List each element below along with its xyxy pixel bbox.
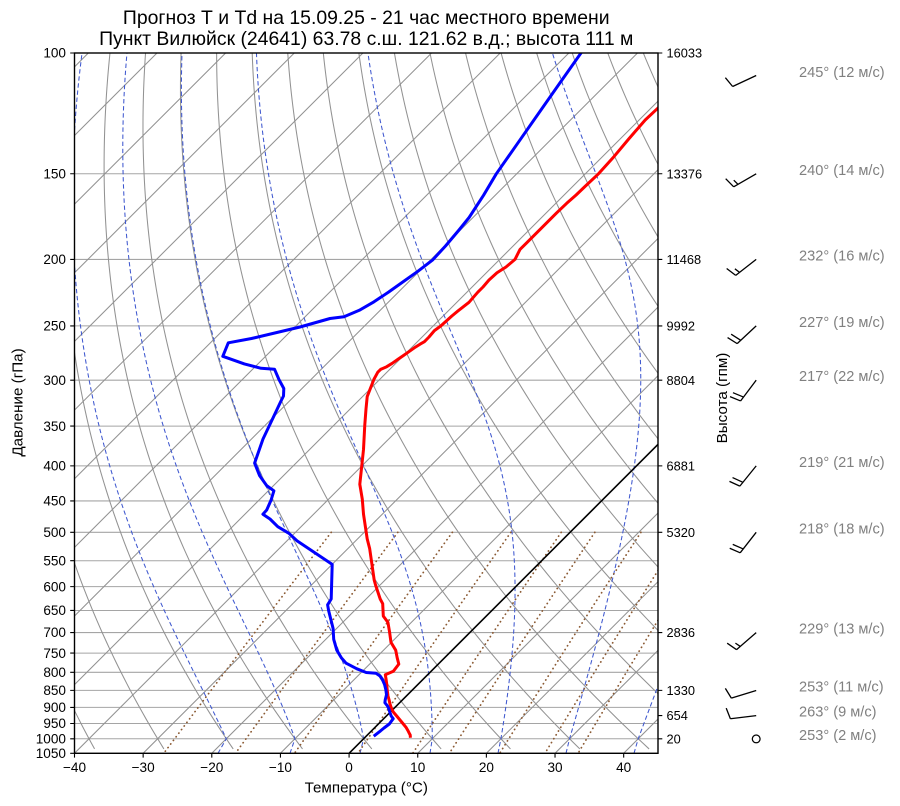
svg-text:245° (12 м/с): 245° (12 м/с) <box>799 65 885 81</box>
svg-text:30: 30 <box>547 760 563 775</box>
svg-text:2836: 2836 <box>667 625 695 640</box>
svg-text:0: 0 <box>345 760 353 775</box>
svg-text:10: 10 <box>410 760 426 775</box>
svg-text:850: 850 <box>43 683 66 698</box>
svg-text:650: 650 <box>43 603 66 618</box>
svg-text:300: 300 <box>43 373 66 388</box>
svg-text:253° (2 м/с): 253° (2 м/с) <box>799 728 877 744</box>
svg-text:Пункт Вилюйск (24641) 63.78 с.: Пункт Вилюйск (24641) 63.78 с.ш. 121.62 … <box>99 28 633 50</box>
svg-text:40: 40 <box>616 760 632 775</box>
svg-text:700: 700 <box>43 625 66 640</box>
svg-text:Прогноз Т и Td на 15.09.25 - 2: Прогноз Т и Td на 15.09.25 - 21 час мест… <box>123 7 610 29</box>
svg-text:232° (16 м/с): 232° (16 м/с) <box>799 248 885 264</box>
svg-text:100: 100 <box>43 46 66 61</box>
svg-text:8804: 8804 <box>667 373 695 388</box>
svg-text:450: 450 <box>43 494 66 509</box>
svg-text:150: 150 <box>43 166 66 181</box>
svg-text:9992: 9992 <box>667 318 695 333</box>
svg-text:250: 250 <box>43 319 66 334</box>
svg-text:−20: −20 <box>200 760 223 775</box>
svg-text:253° (11 м/с): 253° (11 м/с) <box>799 680 884 696</box>
svg-text:11468: 11468 <box>667 252 702 267</box>
svg-text:200: 200 <box>43 252 66 267</box>
svg-text:20: 20 <box>479 760 495 775</box>
svg-text:5320: 5320 <box>667 525 695 540</box>
svg-text:229° (13 м/с): 229° (13 м/с) <box>799 622 885 638</box>
svg-text:500: 500 <box>43 525 66 540</box>
svg-text:350: 350 <box>43 419 66 434</box>
svg-text:600: 600 <box>43 579 66 594</box>
svg-text:900: 900 <box>43 700 66 715</box>
svg-text:218° (18 м/с): 218° (18 м/с) <box>799 521 885 537</box>
svg-text:750: 750 <box>43 646 66 661</box>
svg-text:219° (21 м/с): 219° (21 м/с) <box>799 455 885 471</box>
svg-text:20: 20 <box>667 731 681 746</box>
svg-text:Температура (°C): Температура (°C) <box>305 780 428 797</box>
svg-text:263° (9 м/с): 263° (9 м/с) <box>799 705 877 721</box>
svg-text:950: 950 <box>43 716 66 731</box>
svg-text:227° (19 м/с): 227° (19 м/с) <box>799 315 885 331</box>
svg-text:1050: 1050 <box>36 746 67 761</box>
svg-text:800: 800 <box>43 665 66 680</box>
svg-text:13376: 13376 <box>667 166 703 181</box>
svg-text:−40: −40 <box>63 760 86 775</box>
svg-text:1330: 1330 <box>667 683 695 698</box>
svg-text:6881: 6881 <box>667 458 695 473</box>
svg-text:−30: −30 <box>132 760 155 775</box>
svg-text:240° (14 м/с): 240° (14 м/с) <box>799 163 885 179</box>
svg-text:654: 654 <box>667 708 688 723</box>
svg-text:Высота (гпм): Высота (гпм) <box>714 353 731 444</box>
svg-text:1000: 1000 <box>36 731 67 746</box>
svg-text:217° (22 м/с): 217° (22 м/с) <box>799 369 885 385</box>
svg-text:400: 400 <box>43 459 66 474</box>
svg-text:Давление (гПа): Давление (гПа) <box>10 348 27 456</box>
svg-text:550: 550 <box>43 553 66 568</box>
svg-text:16033: 16033 <box>667 46 703 61</box>
svg-text:−10: −10 <box>269 760 292 775</box>
